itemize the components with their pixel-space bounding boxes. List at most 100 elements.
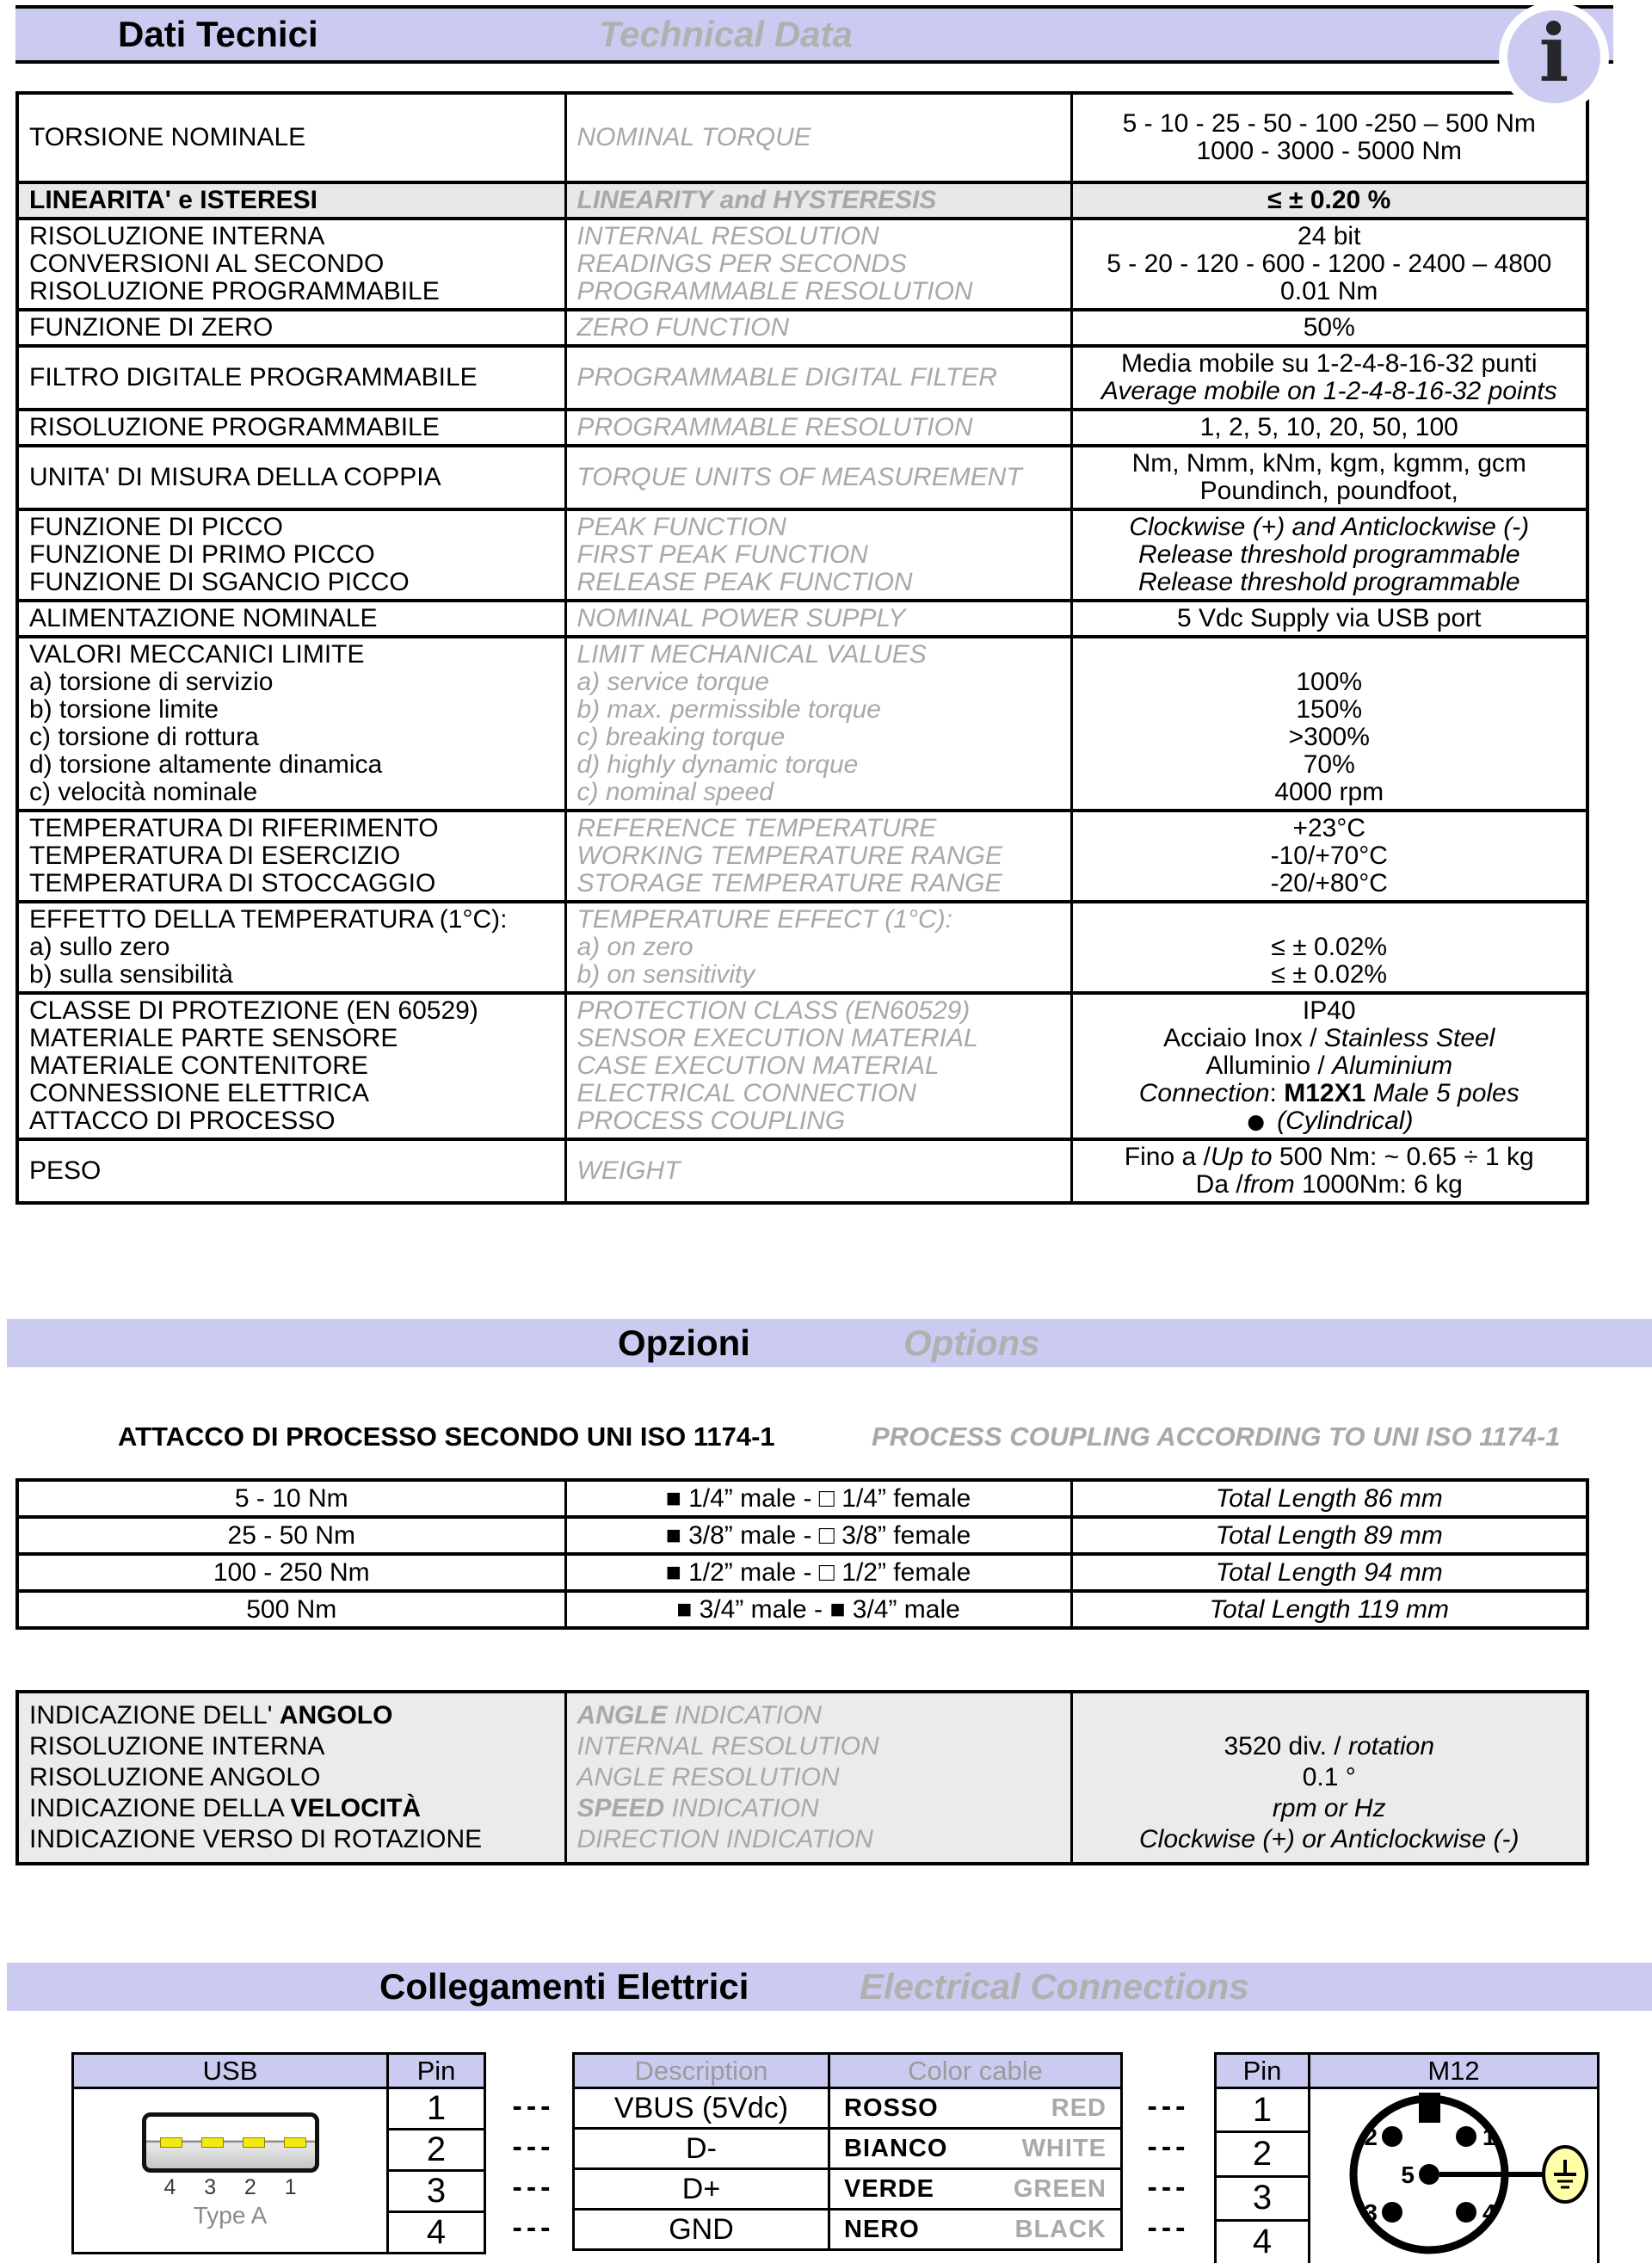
spec-cell-it: TORSIONE NOMINALE xyxy=(15,91,567,184)
color-cable-header: Color cable xyxy=(828,2052,1123,2089)
dash-mark: --- xyxy=(512,2211,555,2244)
spec-cell-val: Media mobile su 1-2-4-8-16-32 punti Avera… xyxy=(1069,344,1589,411)
spec-cell-it: TEMPERATURA DI RIFERIMENTO TEMPERATURA DI… xyxy=(15,809,567,903)
spec-row: TEMPERATURA DI RIFERIMENTO TEMPERATURA DI… xyxy=(15,809,1589,903)
spec-cell-en: NOMINAL POWER SUPPLY xyxy=(564,599,1073,638)
coupling-range: 5 - 10 Nm xyxy=(15,1478,567,1519)
cable-color: ROSSO RED xyxy=(830,2094,1120,2123)
m12-pin-dot xyxy=(1456,2126,1476,2147)
spec-cell-val: 100% 150% >300% 70% 4000 rpm xyxy=(1069,635,1589,812)
usb-pin-table: USB Pin 4 3 2 xyxy=(71,2052,486,2254)
spec-cell-val: 1, 2, 5, 10, 20, 50, 100 xyxy=(1069,408,1589,447)
spec-cell-en: PROGRAMMABLE DIGITAL FILTER xyxy=(564,344,1073,411)
usb-contact-icon xyxy=(159,2137,182,2148)
usb-pin-2: 2 xyxy=(386,2128,486,2172)
spec-cell-en: LINEARITY and HYSTERESIS xyxy=(564,181,1073,220)
spec-row: VALORI MECCANICI LIMITE a) torsione di se… xyxy=(15,635,1589,812)
spec-cell-it: RISOLUZIONE PROGRAMMABILE xyxy=(15,408,567,447)
banner-title-en: Technical Data xyxy=(599,14,853,54)
usb-pin-header: Pin xyxy=(386,2052,486,2089)
signal-description: D+ xyxy=(572,2167,830,2211)
connections-title-it: Collegamenti Elettrici xyxy=(379,1966,749,2007)
usb-contact-icon xyxy=(242,2137,265,2148)
color-name-it: BIANCO xyxy=(844,2134,948,2162)
spec-cell-it: UNITA' DI MISURA DELLA COPPIA xyxy=(15,444,567,511)
usb-pin-1: 1 xyxy=(386,2087,486,2130)
usb-type-label: Type A xyxy=(193,2201,268,2229)
process-coupling-table-body: 5 - 10 Nm ■ 1/4” male - □ 1/4” female Tota… xyxy=(15,1478,1589,1630)
technical-data-table-body: TORSIONE NOMINALE NOMINAL TORQUE 5 - 10 - … xyxy=(15,91,1589,1205)
dash-mark: --- xyxy=(1147,2130,1190,2163)
connections-title-en: Electrical Connections xyxy=(860,1966,1249,2007)
spec-row: CLASSE DI PROTEZIONE (EN 60529) MATERIALE… xyxy=(15,991,1589,1141)
coupling-heading-it: ATTACCO DI PROCESSO SECONDO UNI ISO 1174… xyxy=(118,1421,775,1452)
spec-cell-en: PEAK FUNCTION FIRST PEAK FUNCTION RELEASE … xyxy=(564,508,1073,602)
m12-diagram-pin-label: 2 xyxy=(1364,2124,1378,2150)
usb-contact-icon xyxy=(283,2137,306,2148)
angle-cell-val: 3520 div. / rotation 0.1 ° rpm or Hz Clockw… xyxy=(1069,1690,1589,1865)
angle-cell-it: INDICAZIONE DELL' ANGOLO RISOLUZIONE INTE… xyxy=(15,1690,567,1865)
spec-cell-it: FILTRO DIGITALE PROGRAMMABILE xyxy=(15,344,567,411)
spec-row: EFFETTO DELLA TEMPERATURA (1°C): a) sullo… xyxy=(15,900,1589,995)
spec-cell-en: TEMPERATURE EFFECT (1°C): a) on zero b) on… xyxy=(564,900,1073,995)
spec-row: LINEARITA' e ISTERESI LINEARITY and HYSTE… xyxy=(15,181,1589,220)
dash-mark: --- xyxy=(512,2130,555,2163)
m12-diagram-pin-label: 1 xyxy=(1482,2124,1496,2150)
spec-row: RISOLUZIONE PROGRAMMABILE PROGRAMMABLE RE… xyxy=(15,408,1589,447)
spec-cell-it: FUNZIONE DI PICCO FUNZIONE DI PRIMO PICCO… xyxy=(15,508,567,602)
color-name-it: VERDE xyxy=(844,2174,934,2203)
description-header: Description xyxy=(572,2052,830,2089)
coupling-row: 25 - 50 Nm ■ 3/8” male - □ 3/8” female Tot… xyxy=(15,1515,1589,1556)
m12-pin-2: 2 xyxy=(1214,2130,1310,2178)
spec-row: FILTRO DIGITALE PROGRAMMABILE PROGRAMMABL… xyxy=(15,344,1589,411)
spec-cell-val: 50% xyxy=(1069,308,1589,348)
angle-indication-table: INDICAZIONE DELL' ANGOLO RISOLUZIONE INTE… xyxy=(15,1690,1589,1865)
dash-mark: --- xyxy=(1147,2171,1190,2204)
spec-cell-it: FUNZIONE DI ZERO xyxy=(15,308,567,348)
coupling-row: 5 - 10 Nm ■ 1/4” male - □ 1/4” female Tota… xyxy=(15,1478,1589,1519)
m12-diagram-pin-label: 4 xyxy=(1482,2199,1496,2226)
dash-mark: --- xyxy=(512,2171,555,2204)
color-to-m12-links: --- --- --- --- xyxy=(1134,2087,1203,2248)
m12-pin-1: 1 xyxy=(1214,2086,1310,2134)
options-title-en: Options xyxy=(903,1323,1040,1363)
m12-pin-dot xyxy=(1419,2164,1439,2185)
m12-connector-drawing: 1 2 3 4 5 xyxy=(1349,2093,1588,2254)
coupling-length: Total Length 86 mm xyxy=(1069,1478,1589,1519)
dash-mark: --- xyxy=(1147,2090,1190,2123)
spec-row: FUNZIONE DI PICCO FUNZIONE DI PRIMO PICCO… xyxy=(15,508,1589,602)
technical-data-banner: Dati Tecnici Technical Data xyxy=(15,5,1613,64)
cable-color: NERO BLACK xyxy=(830,2216,1120,2244)
spec-cell-it: LINEARITA' e ISTERESI xyxy=(15,181,567,220)
angle-row: INDICAZIONE DELL' ANGOLO RISOLUZIONE INTE… xyxy=(15,1690,1589,1865)
spec-cell-it: RISOLUZIONE INTERNA CONVERSIONI AL SECOND… xyxy=(15,217,567,311)
coupling-fitting: ■ 1/4” male - □ 1/4” female xyxy=(564,1478,1073,1519)
spec-cell-it: ALIMENTAZIONE NOMINALE xyxy=(15,599,567,638)
spec-cell-val: 24 bit 5 - 20 - 120 - 600 - 1200 - 2400 –… xyxy=(1069,217,1589,311)
usb-contact-number: 4 xyxy=(163,2174,176,2199)
spec-row: UNITA' DI MISURA DELLA COPPIA TORQUE UNIT… xyxy=(15,444,1589,511)
spec-cell-val: ≤ ± 0.20 % xyxy=(1069,181,1589,220)
usb-table-title: USB xyxy=(71,2052,389,2089)
spec-cell-val: IP40 Acciaio Inox / Stainless Steel Allumi… xyxy=(1069,991,1589,1141)
coupling-length: Total Length 94 mm xyxy=(1069,1552,1589,1593)
coupling-range: 25 - 50 Nm xyxy=(15,1515,567,1556)
coupling-heading-en: PROCESS COUPLING ACCORDING TO UNI ISO 11… xyxy=(872,1421,1561,1452)
process-coupling-table: 5 - 10 Nm ■ 1/4” male - □ 1/4” female Tota… xyxy=(15,1478,1589,1630)
spec-cell-en: WEIGHT xyxy=(564,1138,1073,1205)
spec-cell-it: EFFETTO DELLA TEMPERATURA (1°C): a) sullo… xyxy=(15,900,567,995)
technical-data-table: TORSIONE NOMINALE NOMINAL TORQUE 5 - 10 - … xyxy=(15,91,1589,1205)
usb-pin-4: 4 xyxy=(386,2211,486,2254)
color-name-en: WHITE xyxy=(1021,2134,1106,2162)
info-icon-glyph: i xyxy=(1538,7,1569,100)
options-title-it: Opzioni xyxy=(618,1323,750,1363)
connections-area: USB Pin 4 3 2 xyxy=(0,2052,1652,2263)
m12-table-title: M12 xyxy=(1308,2052,1600,2089)
usb-contact-numbers: 4 3 2 1 xyxy=(142,2175,319,2200)
spec-cell-en: ZERO FUNCTION xyxy=(564,308,1073,348)
electrical-connections-banner: Collegamenti Elettrici Electrical Connec… xyxy=(7,1963,1652,2011)
angle-indication-table-body: INDICAZIONE DELL' ANGOLO RISOLUZIONE INTE… xyxy=(15,1690,1589,1865)
m12-diagram-pin-label: 5 xyxy=(1401,2161,1415,2188)
cable-color: BIANCO WHITE xyxy=(830,2135,1120,2163)
spec-row: TORSIONE NOMINALE NOMINAL TORQUE 5 - 10 - … xyxy=(15,91,1589,184)
